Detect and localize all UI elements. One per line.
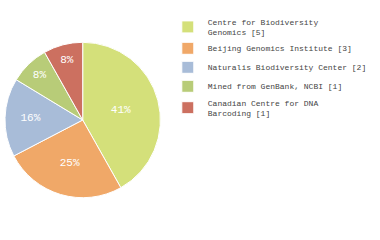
svg-text:Naturalis Biodiversity Center: Naturalis Biodiversity Center [2] (208, 63, 366, 72)
svg-text:25%: 25% (60, 157, 80, 169)
svg-text:41%: 41% (111, 104, 131, 116)
svg-text:Mined from GenBank, NCBI [1]: Mined from GenBank, NCBI [1] (208, 82, 342, 91)
svg-text:8%: 8% (60, 54, 74, 66)
svg-text:Beijing Genomics Institute [3]: Beijing Genomics Institute [3] (208, 44, 352, 53)
svg-text:16%: 16% (21, 112, 41, 124)
svg-text:Canadian Centre for DNABarcodi: Canadian Centre for DNABarcoding [1] (208, 99, 319, 118)
svg-text:8%: 8% (33, 69, 47, 81)
svg-text:Centre for BiodiversityGenomic: Centre for BiodiversityGenomics [5] (208, 18, 319, 37)
